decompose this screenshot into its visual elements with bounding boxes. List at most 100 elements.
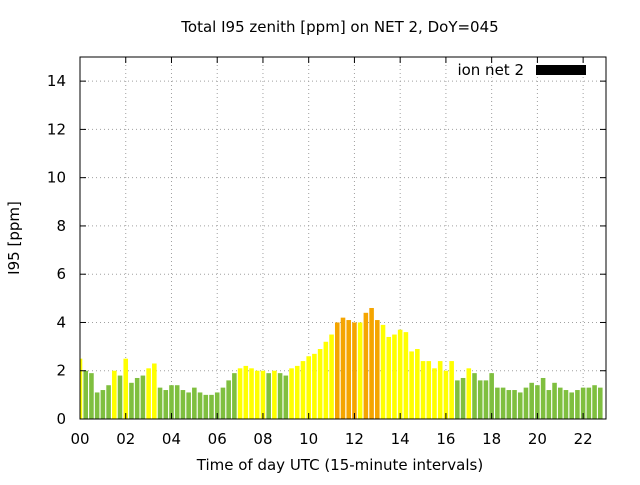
bar (557, 387, 563, 419)
bar (254, 370, 260, 419)
bar (392, 334, 397, 419)
bar (197, 392, 203, 419)
bar (352, 322, 357, 419)
bar (386, 336, 392, 419)
bar (140, 375, 146, 419)
y-tick-label: 0 (56, 410, 66, 428)
bar (83, 370, 89, 419)
bar (89, 373, 94, 419)
bar (294, 365, 300, 419)
y-tick-label: 6 (56, 265, 66, 283)
bar (209, 394, 214, 419)
bar (449, 361, 454, 419)
bar (357, 322, 363, 419)
bar (375, 320, 380, 419)
y-tick-label: 14 (47, 72, 66, 90)
bar (575, 390, 580, 419)
bar (106, 385, 111, 419)
x-tick-label: 06 (208, 430, 227, 448)
bar (249, 368, 254, 419)
bar (586, 387, 592, 419)
bar (260, 370, 266, 419)
bar (203, 394, 209, 419)
bar (243, 365, 249, 419)
y-tick-label: 10 (47, 169, 66, 187)
y-axis-ticks: 0 2 4 6 8 10 12 14 (47, 72, 606, 428)
x-tick-label: 12 (345, 430, 364, 448)
x-axis-ticks: 00 02 04 06 08 10 12 14 16 18 20 22 (70, 57, 593, 448)
bar (272, 370, 277, 419)
bar (512, 390, 517, 419)
x-tick-label: 08 (253, 430, 272, 448)
bar (214, 392, 220, 419)
bar (277, 373, 283, 419)
x-axis-label: Time of day UTC (15-minute intervals) (196, 456, 483, 474)
bar (409, 351, 414, 419)
bar (546, 390, 552, 419)
bar (535, 385, 540, 419)
x-tick-label: 20 (528, 430, 547, 448)
bar (483, 380, 489, 419)
plot-frame (79, 56, 607, 420)
bar (346, 320, 352, 419)
bar (506, 390, 512, 419)
y-axis-label: I95 [ppm] (5, 201, 23, 275)
bar (94, 392, 100, 419)
bar (443, 370, 449, 419)
bar (455, 380, 460, 419)
bar (192, 387, 197, 419)
bar (129, 382, 134, 419)
bar (323, 341, 329, 419)
bar (540, 377, 546, 419)
bar (460, 377, 466, 419)
bar (180, 390, 186, 419)
legend-swatch (536, 65, 586, 75)
bar (117, 375, 123, 419)
y-tick-label: 8 (56, 217, 66, 235)
bar (312, 353, 317, 419)
bar (112, 370, 117, 419)
bar (580, 387, 586, 419)
bar (146, 368, 151, 419)
bar (563, 390, 569, 419)
x-tick-label: 04 (162, 430, 181, 448)
bar (489, 373, 494, 419)
bar (420, 361, 426, 419)
bar (472, 373, 477, 419)
bar (80, 358, 83, 419)
bar (397, 329, 403, 419)
x-tick-label: 02 (116, 430, 135, 448)
bar (597, 387, 603, 419)
bar (426, 361, 432, 419)
x-tick-label: 22 (574, 430, 593, 448)
bar (380, 324, 386, 419)
bar (437, 361, 443, 419)
bar (163, 390, 169, 419)
bar (432, 368, 437, 419)
x-tick-label: 16 (436, 430, 455, 448)
bar (517, 392, 523, 419)
bar (283, 375, 289, 419)
legend: ion net 2 (457, 61, 586, 79)
bar (523, 387, 529, 419)
bar (186, 392, 191, 419)
x-tick-label: 14 (391, 430, 410, 448)
bar (569, 392, 574, 419)
bar (495, 387, 500, 419)
bar (169, 385, 174, 419)
y-tick-label: 4 (56, 313, 66, 331)
x-tick-label: 18 (482, 430, 501, 448)
bar (123, 358, 129, 419)
bar (334, 322, 340, 419)
bar (466, 368, 472, 419)
bar (134, 377, 140, 419)
bar (306, 356, 311, 419)
bar (317, 349, 323, 419)
bar (266, 373, 271, 419)
bar (500, 387, 506, 419)
bar (100, 390, 106, 419)
bar (477, 380, 483, 419)
x-tick-label: 00 (70, 430, 89, 448)
y-tick-label: 2 (56, 362, 66, 380)
bar (415, 349, 420, 419)
